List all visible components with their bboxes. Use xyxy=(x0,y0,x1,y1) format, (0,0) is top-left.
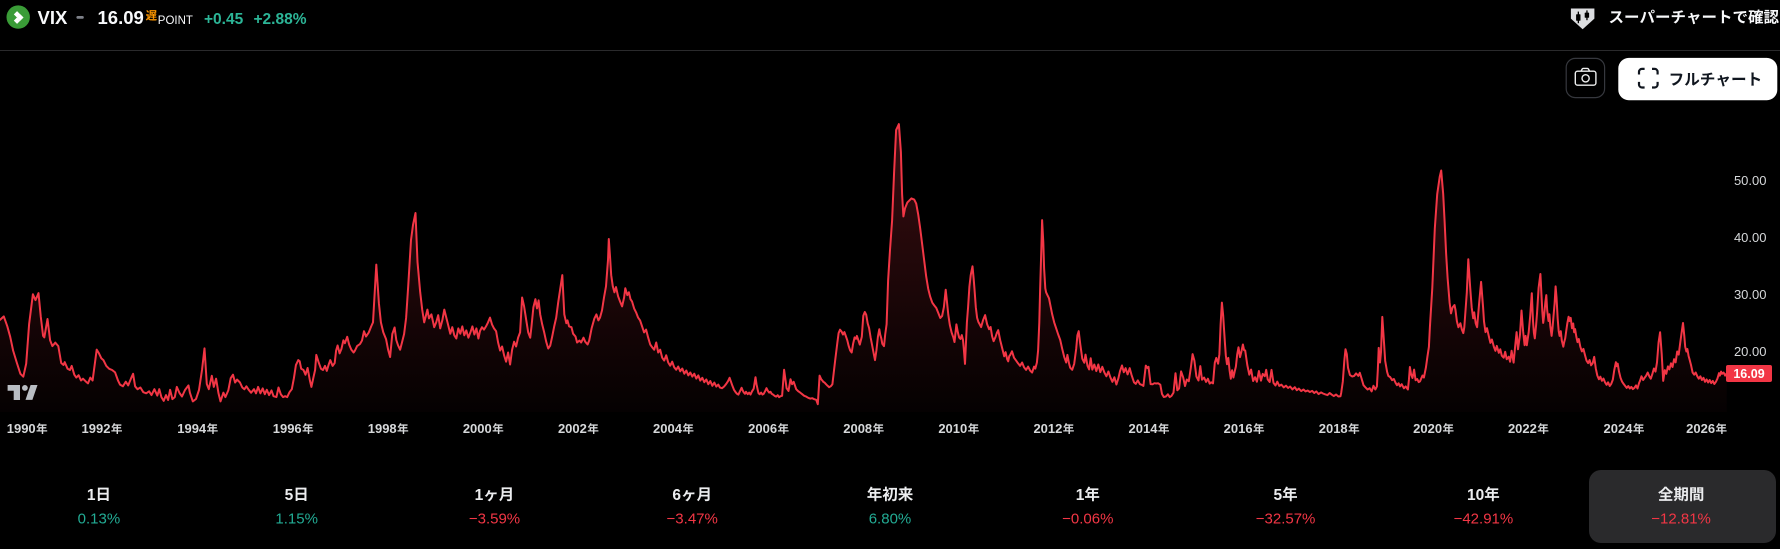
svg-text:1: 1 xyxy=(87,487,96,504)
svg-text:1.15%: 1.15% xyxy=(275,510,318,527)
svg-text:−12.81%: −12.81% xyxy=(1651,510,1711,527)
svg-text:−3.47%: −3.47% xyxy=(667,510,718,527)
svg-text:2016: 2016 xyxy=(1224,421,1253,436)
svg-text:50.00: 50.00 xyxy=(1734,173,1767,188)
svg-text:6: 6 xyxy=(672,487,681,504)
svg-text:2022: 2022 xyxy=(1508,421,1537,436)
svg-text:−42.91%: −42.91% xyxy=(1454,510,1514,527)
svg-text:0.13%: 0.13% xyxy=(78,510,121,527)
svg-text:+0.45: +0.45 xyxy=(204,11,244,28)
svg-text:2010: 2010 xyxy=(938,421,967,436)
svg-text:1998: 1998 xyxy=(368,421,397,436)
svg-text:6.80%: 6.80% xyxy=(869,510,912,527)
svg-text:−0.06%: −0.06% xyxy=(1062,510,1113,527)
svg-text:+2.88%: +2.88% xyxy=(254,11,307,28)
svg-text:2006: 2006 xyxy=(748,421,777,436)
svg-text:2026: 2026 xyxy=(1686,421,1715,436)
svg-text:POINT: POINT xyxy=(158,15,193,27)
svg-text:VIX: VIX xyxy=(38,7,68,28)
svg-text:16.09: 16.09 xyxy=(98,7,144,28)
svg-text:−3.59%: −3.59% xyxy=(469,510,520,527)
svg-text:1: 1 xyxy=(1076,487,1085,504)
svg-text:2014: 2014 xyxy=(1129,421,1159,436)
svg-text:1992: 1992 xyxy=(82,421,111,436)
svg-text:1: 1 xyxy=(475,487,484,504)
svg-text:2020: 2020 xyxy=(1413,421,1442,436)
svg-text:2018: 2018 xyxy=(1319,421,1348,436)
svg-text:2024: 2024 xyxy=(1604,421,1634,436)
svg-text:30.00: 30.00 xyxy=(1734,287,1767,302)
svg-text:5: 5 xyxy=(285,487,294,504)
svg-text:2008: 2008 xyxy=(843,421,872,436)
svg-text:40.00: 40.00 xyxy=(1734,230,1767,245)
svg-text:16.09: 16.09 xyxy=(1733,367,1764,381)
svg-text:2002: 2002 xyxy=(558,421,587,436)
svg-text:2004: 2004 xyxy=(653,421,683,436)
svg-text:5: 5 xyxy=(1274,487,1283,504)
svg-text:1994: 1994 xyxy=(177,421,207,436)
svg-text:2000: 2000 xyxy=(463,421,492,436)
svg-text:−32.57%: −32.57% xyxy=(1256,510,1316,527)
svg-text:20.00: 20.00 xyxy=(1734,344,1767,359)
svg-text:1996: 1996 xyxy=(273,421,302,436)
svg-text:1990: 1990 xyxy=(7,421,36,436)
svg-text:2012: 2012 xyxy=(1033,421,1062,436)
svg-text:10: 10 xyxy=(1467,487,1484,504)
